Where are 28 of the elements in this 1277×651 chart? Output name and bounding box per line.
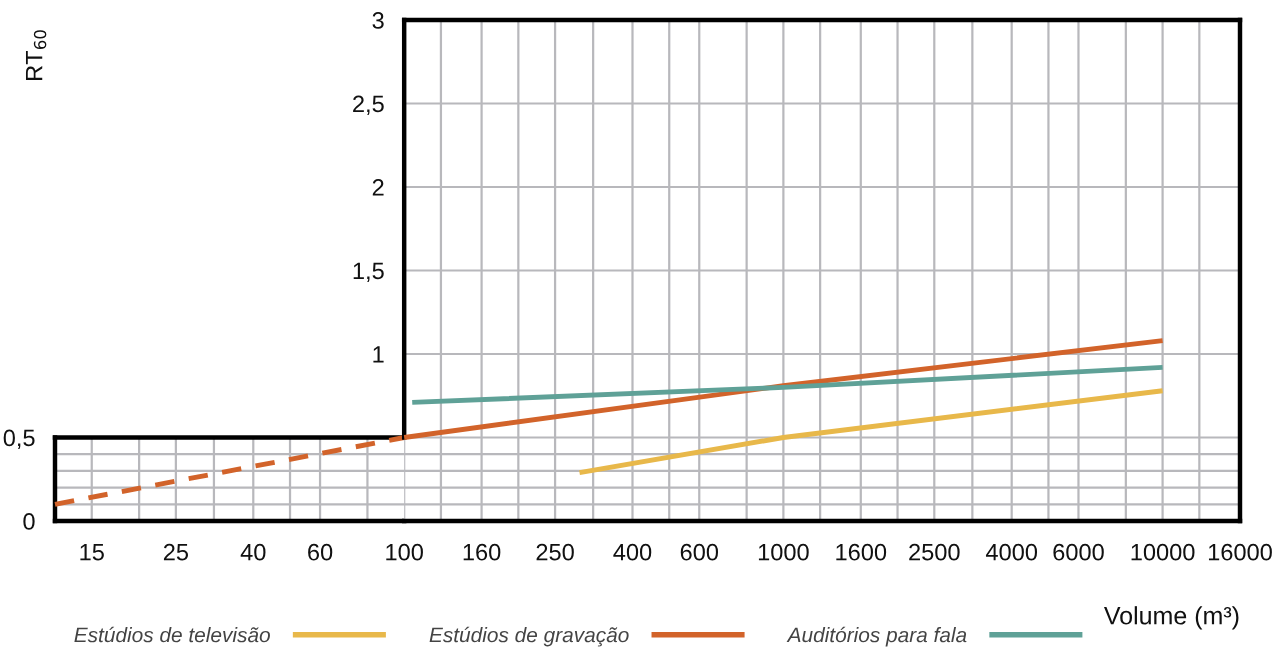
- x-tick-label: 160: [463, 543, 501, 561]
- legend-label: Estúdios de gravação: [429, 626, 629, 647]
- legend-label: Estúdios de televisão: [74, 626, 270, 643]
- y-axis-title: RT$_{60}$: [25, 30, 47, 80]
- y-tick-label: 1,5: [353, 262, 384, 283]
- x-tick-label: 40: [240, 543, 266, 561]
- x-tick-label: 1000: [758, 543, 809, 561]
- x-tick-label: 400: [613, 543, 652, 561]
- y-tick-label: 1: [373, 346, 384, 363]
- x-tick-label: 15: [80, 544, 104, 561]
- x-tick-label: 4000: [985, 543, 1038, 561]
- legend-label: Auditórios para fala: [786, 626, 967, 647]
- x-tick-label: 10000: [1131, 543, 1195, 561]
- x-axis-title: Volume (m³): [1103, 606, 1239, 630]
- x-tick-label: 100: [386, 543, 423, 561]
- x-tick-label: 60: [308, 543, 333, 561]
- x-tick-label: 2500: [909, 543, 960, 561]
- x-tick-label: 250: [536, 543, 574, 561]
- y-tick-label: 0,5: [3, 429, 35, 450]
- x-tick-label: 16000: [1208, 543, 1272, 561]
- x-tick-label: 25: [163, 543, 189, 561]
- y-tick-label: 0: [23, 513, 35, 530]
- x-tick-label: 600: [680, 543, 719, 561]
- y-tick-label: 3: [372, 12, 384, 29]
- y-tick-label: 2,5: [353, 95, 384, 116]
- x-tick-label: 6000: [1053, 543, 1104, 561]
- y-tick-label: 2: [372, 179, 384, 196]
- x-tick-label: 1600: [836, 543, 887, 561]
